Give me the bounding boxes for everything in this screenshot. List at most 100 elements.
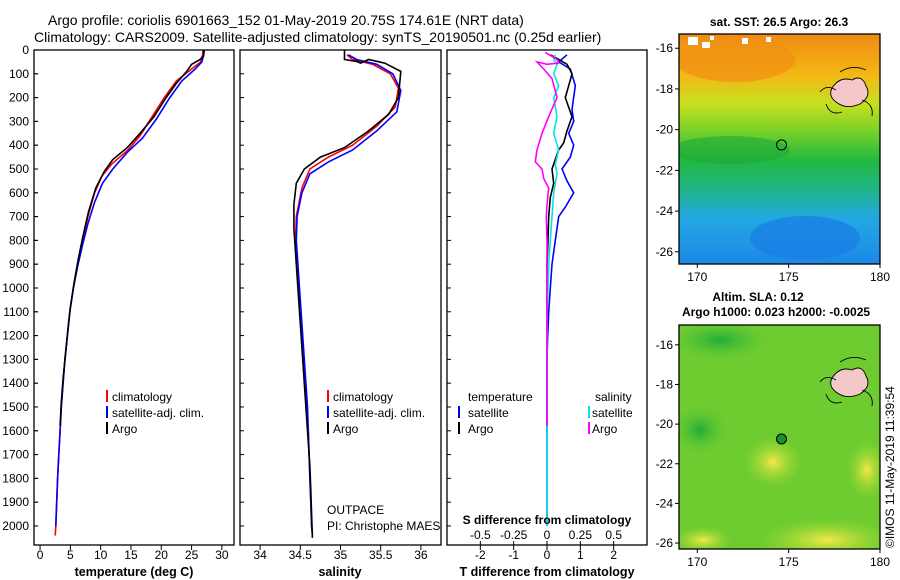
depth-tick-label: 1700 <box>2 448 29 462</box>
legend-argo-swatch <box>327 422 329 434</box>
depth-tick-label: 1900 <box>2 495 29 509</box>
temperature-legend: climatology satellite-adj. clim. Argo <box>106 390 204 436</box>
depth-tick-label: 1100 <box>3 305 29 319</box>
program-note: OUTPACE <box>327 503 384 517</box>
map-y-tick-label: -20 <box>656 417 674 431</box>
sla-island-outline <box>830 367 869 397</box>
legend-climatology-label: climatology <box>112 390 172 404</box>
s-axis-tick-label: -0.25 <box>500 528 528 542</box>
depth-tick-label: 1400 <box>2 376 29 390</box>
series-line-satellite-adj-clim- <box>295 54 402 534</box>
sst-warm-patch <box>679 38 795 82</box>
x-tick-label: 5 <box>67 548 74 562</box>
temperature-xlabel: temperature (deg C) <box>75 565 194 579</box>
imos-watermark: ©IMOS 11-May-2019 11:39:54 <box>883 386 897 548</box>
depth-tick-label: 1500 <box>2 400 29 414</box>
sst-green-band <box>679 136 790 164</box>
depth-tick-label: 1200 <box>2 329 29 343</box>
legend-t-satellite-swatch <box>458 406 460 418</box>
legend-t-argo-swatch <box>458 422 460 434</box>
legend-climatology-swatch <box>106 390 108 402</box>
series-line-salinity-satellite <box>546 54 560 526</box>
depth-tick-label: 900 <box>9 257 29 271</box>
sla-high-patch <box>845 440 880 500</box>
x-tick-label: 0 <box>544 548 551 562</box>
legend-s-argo-swatch <box>588 422 590 434</box>
sla-map: Altim. SLA: 0.12 Argo h1000: 0.023 h2000… <box>656 290 891 569</box>
x-tick-label: 1 <box>577 548 584 562</box>
series-line-argo <box>59 50 205 427</box>
map-y-tick-label: -16 <box>656 41 674 55</box>
x-tick-label: 2 <box>610 548 617 562</box>
legend-satellite-label: satellite-adj. clim. <box>112 406 204 420</box>
legend-satellite-label: satellite-adj. clim. <box>333 406 425 420</box>
depth-tick-label: 1800 <box>2 471 29 485</box>
sst-float-marker <box>776 139 788 151</box>
s-axis-tick-label: 0.25 <box>569 528 593 542</box>
x-tick-label: 36 <box>414 548 428 562</box>
map-y-tick-label: -18 <box>656 82 674 96</box>
map-y-tick-label: -22 <box>656 457 674 471</box>
legend-t-satellite-label: satellite <box>468 406 509 420</box>
x-tick-label: 34.5 <box>289 548 313 562</box>
depth-axis: 0 100 200 300 400 500 600 700 800 900 1000 1100 1200… <box>2 43 38 533</box>
depth-tick-label: 700 <box>9 210 29 224</box>
figure-title-line1: Argo profile: coriolis 6901663_152 01-Ma… <box>48 12 524 28</box>
x-tick-label: 35.5 <box>369 548 393 562</box>
depth-tick-label: 1000 <box>2 281 29 295</box>
map-y-tick-label: -24 <box>656 496 674 510</box>
legend-t-argo-label: Argo <box>468 422 494 436</box>
x-tick-label: 25 <box>185 548 199 562</box>
s-axis-tick-label: 0 <box>544 528 551 542</box>
legend-salinity-head: salinity <box>595 390 632 404</box>
sla-dark-patch <box>679 406 728 454</box>
series-line-salinity-argo <box>534 51 560 426</box>
salinity-panel-frame <box>239 49 442 546</box>
map-y-tick-label: -24 <box>656 204 674 218</box>
s-axis-tick-label: 0.5 <box>605 528 622 542</box>
sst-reef-outline <box>819 67 873 117</box>
temperature-panel: 0 5 10 15 20 25 30 temperature (deg C) climato… <box>33 49 235 579</box>
legend-climatology-label: climatology <box>333 390 393 404</box>
sla-map-frame <box>678 324 881 550</box>
salinity-xlabel: salinity <box>318 565 361 579</box>
s-axis-tick-label: -0.5 <box>470 528 491 542</box>
sst-map-frame <box>678 33 881 265</box>
depth-tick-label: 600 <box>9 186 29 200</box>
sst-cool-patch <box>750 216 860 260</box>
map-x-tick-label: 170 <box>687 270 707 284</box>
sst-missing-pixel <box>742 38 748 44</box>
map-y-tick-label: -20 <box>656 123 674 137</box>
x-tick-label: 30 <box>215 548 229 562</box>
map-x-tick-label: 175 <box>779 555 799 569</box>
depth-tick-label: 800 <box>9 233 29 247</box>
legend-satellite-swatch <box>106 406 108 418</box>
sla-float-marker <box>776 433 788 445</box>
map-x-tick-label: 180 <box>870 555 890 569</box>
sst-missing-pixel <box>702 42 710 48</box>
difference-xlabel: T difference from climatology <box>459 565 634 579</box>
x-tick-label: 34 <box>253 548 267 562</box>
legend-argo-label: Argo <box>333 422 359 436</box>
legend-satellite-swatch <box>327 406 329 418</box>
sst-missing-pixel <box>688 37 698 45</box>
sla-dark-patch <box>679 325 770 360</box>
depth-tick-label: 300 <box>9 114 29 128</box>
difference-panel: -2 -1 0 1 2 -0.5 -0.25 0 0.25 0.5 S difference f… <box>446 49 648 579</box>
sla-high-patch <box>679 526 730 549</box>
map-y-tick-label: -16 <box>656 338 674 352</box>
sst-map-title: sat. SST: 26.5 Argo: 26.3 <box>710 15 849 29</box>
map-y-tick-label: -22 <box>656 163 674 177</box>
series-line-argo <box>293 50 402 538</box>
depth-tick-label: 2000 <box>2 519 29 533</box>
series-line-satellite-adj-clim- <box>55 50 206 527</box>
series-line-climatology <box>54 50 204 536</box>
x-tick-label: 15 <box>124 548 138 562</box>
sst-missing-pixel <box>766 37 771 42</box>
figure-title-line2: Climatology: CARS2009. Satellite-adjuste… <box>34 29 601 45</box>
salinity-panel: 34 34.5 35 35.5 36 salinity climatology sate… <box>239 49 442 579</box>
sst-missing-pixel <box>710 36 714 40</box>
depth-tick-label: 0 <box>22 43 29 57</box>
map-y-tick-label: -26 <box>656 536 674 550</box>
